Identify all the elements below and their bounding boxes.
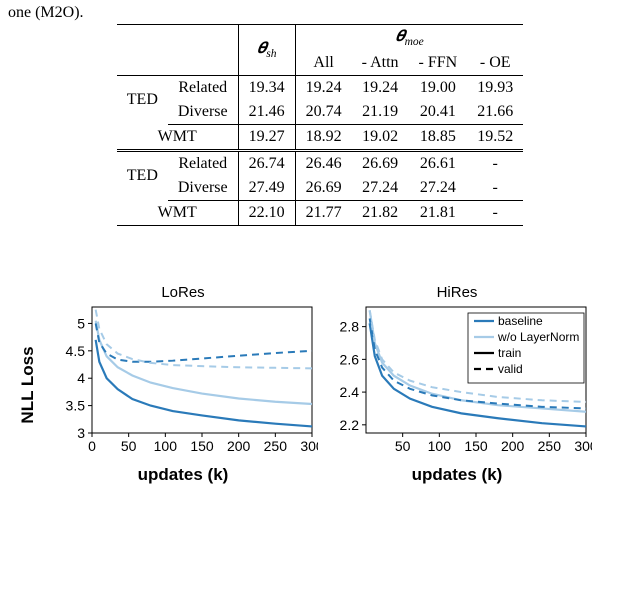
cell: 21.46 [238,100,295,125]
svg-text:valid: valid [498,362,523,376]
cell: 27.24 [352,176,409,201]
svg-text:3.5: 3.5 [66,398,86,414]
svg-text:100: 100 [154,438,178,454]
cell: 22.10 [238,201,295,226]
cell: 20.74 [295,100,352,125]
cell: 19.52 [467,125,523,151]
charts-row: NLL Loss LoRes 33.544.550501001502002503… [0,234,640,495]
svg-text:3: 3 [77,425,85,441]
cell: 21.82 [352,201,409,226]
svg-text:100: 100 [428,438,452,454]
cell: 19.02 [352,125,409,151]
cell: 21.77 [295,201,352,226]
cell: 19.27 [238,125,295,151]
col-ffn: - FFN [409,51,468,76]
theta-moe: 𝜽 [395,28,405,45]
svg-text:5: 5 [77,316,85,332]
chart-lores: NLL Loss LoRes 33.544.550501001502002503… [48,284,318,485]
theta-sh-sub: sh [266,48,276,60]
svg-text:0: 0 [88,438,96,454]
cell: 19.24 [352,76,409,101]
cell: 26.69 [295,176,352,201]
chart-title: HiRes [322,284,592,301]
chart-hires: HiRes 2.2 2.4 2.6 2.8 50 100 150 200 250 300 basel… [322,284,592,485]
row-label: Related [168,76,238,101]
cell: 26.69 [352,151,409,177]
cell: - [467,176,523,201]
cell: 18.92 [295,125,352,151]
svg-text:200: 200 [501,438,525,454]
svg-text:50: 50 [395,438,411,454]
row-label: Related [168,151,238,177]
cell: 27.49 [238,176,295,201]
cell: 19.24 [295,76,352,101]
svg-text:train: train [498,346,521,360]
theta-moe-sub: moe [405,36,424,48]
svg-text:150: 150 [190,438,214,454]
svg-text:2.6: 2.6 [340,352,360,368]
caption-fragment: one (M2O). [0,0,640,24]
cell: 21.66 [467,100,523,125]
svg-text:w/o LayerNorm: w/o LayerNorm [497,330,579,344]
cell: 21.19 [352,100,409,125]
svg-text:250: 250 [538,438,562,454]
row-label: Diverse [168,100,238,125]
svg-text:50: 50 [121,438,137,454]
svg-text:300: 300 [574,438,592,454]
svg-text:150: 150 [464,438,488,454]
cell: 26.46 [295,151,352,177]
chart-title: LoRes [48,284,318,301]
grp-ted: TED [117,76,168,125]
grp-wmt: WMT [117,201,238,226]
svg-text:2.4: 2.4 [340,384,360,400]
results-table: 𝜽sh 𝜽moe All - Attn - FFN - OE TED Relat… [117,24,523,226]
svg-text:4.5: 4.5 [66,343,86,359]
cell: 19.93 [467,76,523,101]
svg-text:200: 200 [227,438,251,454]
cell: 26.74 [238,151,295,177]
ylabel: NLL Loss [18,346,38,423]
svg-text:baseline: baseline [498,314,543,328]
svg-text:2.8: 2.8 [340,319,360,335]
svg-text:300: 300 [300,438,318,454]
cell: 19.00 [409,76,468,101]
cell: 20.41 [409,100,468,125]
grp-ted: TED [117,151,168,201]
svg-text:250: 250 [264,438,288,454]
cell: 27.24 [409,176,468,201]
cell: 21.81 [409,201,468,226]
col-attn: - Attn [352,51,409,76]
xlabel: updates (k) [322,465,592,485]
cell: 19.34 [238,76,295,101]
svg-text:2.2: 2.2 [340,417,360,433]
cell: - [467,151,523,177]
grp-wmt: WMT [117,125,238,151]
cell: - [467,201,523,226]
xlabel: updates (k) [48,465,318,485]
cell: 18.85 [409,125,468,151]
col-all: All [295,51,352,76]
theta-sh: 𝜽 [257,40,267,57]
row-label: Diverse [168,176,238,201]
chart-svg: 33.544.55050100150200250300 [48,303,318,463]
col-oe: - OE [467,51,523,76]
cell: 26.61 [409,151,468,177]
chart-svg: 2.2 2.4 2.6 2.8 50 100 150 200 250 300 baseline w/o… [322,303,592,463]
svg-text:4: 4 [77,370,85,386]
